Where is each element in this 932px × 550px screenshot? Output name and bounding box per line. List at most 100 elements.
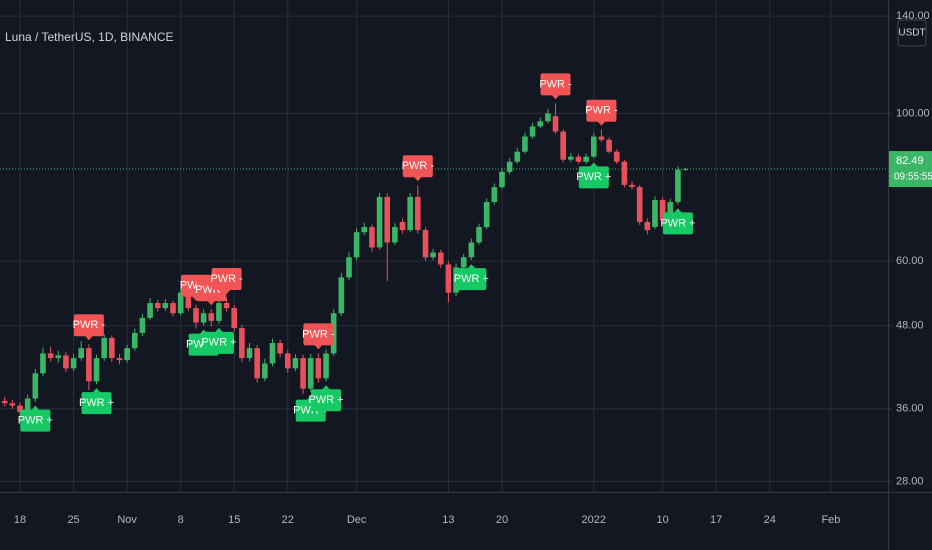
- candle-body: [147, 303, 153, 318]
- candle-body: [636, 187, 643, 222]
- candle-body: [361, 227, 368, 233]
- x-tick-label: 8: [178, 514, 184, 526]
- candle-body: [109, 337, 115, 359]
- candle-body: [552, 116, 559, 132]
- candle-body: [384, 196, 391, 243]
- signal-pointer: [322, 385, 331, 390]
- signal-label: PWR +: [576, 171, 611, 183]
- candle-body: [323, 353, 329, 379]
- signal-box: [203, 331, 234, 354]
- buy-signal: PWR +: [79, 388, 114, 415]
- candle-body: [239, 328, 245, 359]
- x-tick-label: 15: [228, 514, 240, 526]
- buy-signal: PWR +: [308, 385, 344, 412]
- candle-body: [392, 227, 398, 243]
- candle-body: [154, 303, 161, 309]
- candle-body: [415, 196, 421, 231]
- signal-label: PWR +: [454, 273, 489, 285]
- signal-pointer: [207, 300, 216, 306]
- candle-body: [170, 303, 176, 314]
- buy-signal: PWR +: [454, 264, 489, 291]
- candle-body: [70, 358, 77, 369]
- signals: PWR -PWR -PWR -PWR -PWR -PWR -PWR -PWR -…: [18, 73, 696, 432]
- sell-signal: PWR -: [73, 314, 106, 341]
- candle-body: [598, 136, 605, 140]
- candle-body: [499, 171, 505, 188]
- candle-body: [453, 267, 459, 293]
- candle-body: [468, 242, 475, 258]
- candle-body: [353, 232, 360, 258]
- candle-body: [629, 184, 635, 188]
- candle-body: [139, 317, 146, 333]
- candle-body: [277, 342, 283, 354]
- y-tick-label: 140.00: [896, 10, 930, 22]
- y-tick-label: 28.00: [896, 475, 924, 487]
- candle-body: [292, 358, 299, 369]
- candle-body: [208, 313, 215, 321]
- candles: [1, 103, 689, 417]
- candle-body: [116, 358, 123, 361]
- signal-box: [81, 392, 112, 415]
- candle-body: [200, 313, 207, 323]
- candle-body: [216, 303, 222, 321]
- candle-body: [568, 156, 574, 160]
- candle-body: [682, 169, 689, 171]
- x-tick-label: Feb: [821, 514, 840, 526]
- candle-body: [185, 292, 192, 309]
- signal-pointer: [31, 405, 40, 411]
- candle-body: [17, 405, 23, 413]
- candle-body: [376, 196, 383, 248]
- candle-body: [330, 313, 337, 354]
- signal-label: PWR -: [302, 328, 335, 340]
- buy-signal: PWR +: [201, 327, 237, 354]
- candle-body: [269, 342, 276, 364]
- candle-body: [9, 403, 16, 406]
- signal-pointer: [314, 344, 323, 350]
- candle-body: [177, 292, 184, 314]
- signal-box: [311, 389, 342, 412]
- signal-box: [662, 212, 693, 235]
- candle-body: [223, 303, 230, 309]
- candle-body: [407, 196, 413, 231]
- signal-label: PWR -: [73, 319, 106, 331]
- x-tick-label: 22: [282, 514, 294, 526]
- currency-box[interactable]: [897, 19, 927, 47]
- x-tick-label: 17: [710, 514, 722, 526]
- buy-signal: PWR +: [18, 405, 53, 432]
- candle-body: [606, 139, 612, 152]
- x-tick-label: 18: [14, 514, 26, 526]
- last-price-label: 82.49: [896, 155, 924, 167]
- signal-pointer: [673, 208, 682, 213]
- candle-body: [430, 252, 436, 258]
- candle-body: [583, 156, 589, 162]
- signal-label: PWR +: [660, 217, 695, 229]
- sell-signal: PWR -: [402, 155, 435, 182]
- candle-body: [315, 358, 322, 379]
- signal-label: PWR -: [210, 273, 243, 285]
- candle-body: [86, 348, 92, 382]
- candle-body: [460, 257, 467, 268]
- signal-pointer: [413, 176, 422, 182]
- signal-label: PWR +: [201, 337, 236, 349]
- sell-signal: PWR -: [539, 73, 572, 100]
- y-tick-label: 60.00: [896, 255, 924, 267]
- chart-title: Luna / TetherUS, 1D, BINANCE: [5, 30, 174, 44]
- candle-body: [667, 202, 674, 221]
- candle-body: [575, 156, 582, 162]
- signal-label: PWR -: [402, 160, 435, 172]
- candle-body: [514, 151, 521, 162]
- candle-body: [55, 355, 62, 359]
- signal-pointer: [214, 327, 223, 333]
- signal-box: [20, 409, 51, 432]
- candle-body: [483, 202, 490, 228]
- signal-box: [578, 166, 609, 189]
- candle-body: [32, 373, 39, 399]
- signal-box: [456, 268, 487, 291]
- candle-body: [346, 257, 352, 278]
- axes: 28.00 36.00 48.00 60.00 100.00 140.00 18 25 Nov 8…: [14, 10, 932, 526]
- signal-box: [211, 268, 242, 291]
- candle-body: [476, 227, 482, 243]
- x-tick-label: Nov: [117, 514, 137, 526]
- signal-pointer: [467, 264, 476, 269]
